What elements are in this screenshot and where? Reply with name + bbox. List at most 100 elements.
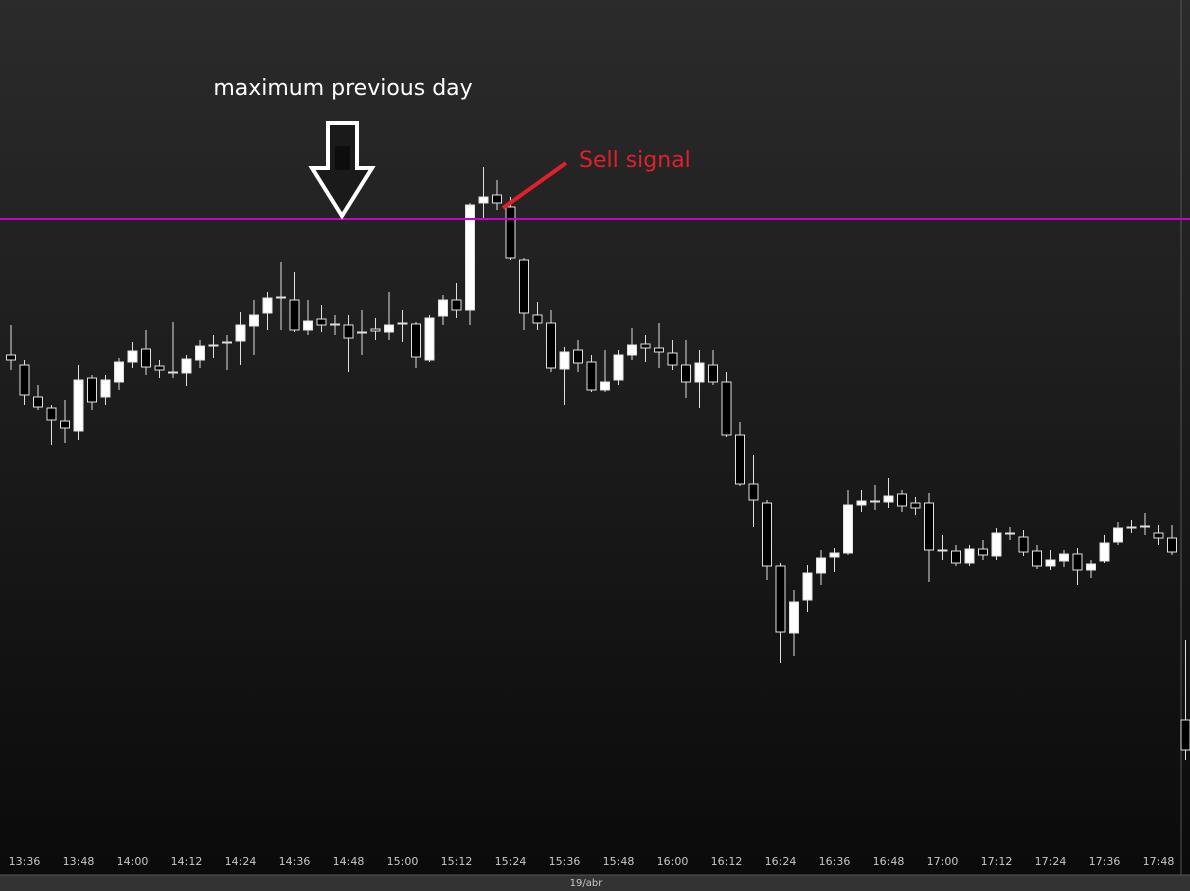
candle-body bbox=[613, 354, 624, 381]
candle-body bbox=[559, 351, 570, 370]
x-tick-label: 16:48 bbox=[873, 855, 905, 868]
candle-body bbox=[492, 194, 502, 204]
candle-body bbox=[505, 206, 516, 259]
annotation: maximum previous day bbox=[213, 76, 472, 101]
candle-body bbox=[897, 493, 907, 507]
candle-body bbox=[330, 323, 340, 326]
candle-body bbox=[708, 364, 718, 383]
arrow-shade bbox=[335, 146, 350, 170]
candle-body bbox=[87, 377, 97, 403]
candle-body bbox=[978, 548, 988, 556]
x-tick-label: 14:36 bbox=[279, 855, 311, 868]
candle-body bbox=[1180, 719, 1190, 751]
candle-body bbox=[924, 502, 934, 551]
candle-body bbox=[694, 362, 705, 383]
candle-body bbox=[114, 361, 124, 383]
x-tick-label: 15:36 bbox=[549, 855, 581, 868]
x-tick-label: 16:00 bbox=[657, 855, 689, 868]
candle-body bbox=[181, 358, 192, 374]
x-tick-label: 14:24 bbox=[225, 855, 257, 868]
candle-body bbox=[451, 299, 462, 311]
sell-pointer bbox=[501, 161, 568, 210]
candle-body bbox=[1113, 527, 1123, 543]
candle-body bbox=[762, 502, 772, 567]
candle-body bbox=[424, 317, 435, 361]
candle-body bbox=[397, 322, 408, 325]
candle-body bbox=[937, 549, 948, 552]
candle-body bbox=[478, 196, 489, 204]
candle-body bbox=[667, 352, 678, 366]
x-tick-label: 17:12 bbox=[981, 855, 1013, 868]
candle-body bbox=[357, 331, 367, 334]
candle-body bbox=[1018, 536, 1029, 553]
candle-body bbox=[829, 552, 840, 558]
candle-body bbox=[951, 550, 961, 564]
candle-body bbox=[46, 407, 57, 421]
candle-body bbox=[73, 379, 84, 432]
candle-body bbox=[33, 396, 43, 408]
x-tick-label: 16:12 bbox=[711, 855, 743, 868]
candle-body bbox=[1099, 542, 1110, 562]
candle-body bbox=[843, 504, 853, 554]
candle-body bbox=[789, 601, 799, 634]
candle-body bbox=[411, 323, 421, 358]
candle-body bbox=[316, 318, 327, 326]
candle-body bbox=[519, 259, 529, 314]
candle-body bbox=[883, 495, 894, 503]
candle-body bbox=[141, 348, 151, 368]
x-tick-label: 13:36 bbox=[9, 855, 41, 868]
candle-body bbox=[991, 532, 1002, 557]
candle-body bbox=[1140, 525, 1150, 528]
candle-body bbox=[1059, 553, 1069, 562]
x-tick-label: 14:12 bbox=[171, 855, 203, 868]
candle-body bbox=[1153, 532, 1164, 539]
candle-body bbox=[748, 483, 759, 501]
candle-body bbox=[775, 565, 786, 633]
candle-body bbox=[573, 349, 583, 364]
candle-body bbox=[654, 347, 664, 353]
candle-body bbox=[438, 299, 448, 317]
candle-body bbox=[735, 434, 745, 485]
candle-body bbox=[384, 324, 394, 333]
candle-body bbox=[370, 328, 381, 332]
x-tick-label: 15:24 bbox=[495, 855, 527, 868]
candle-body bbox=[910, 502, 921, 509]
candle-body bbox=[627, 344, 637, 356]
candle-body bbox=[1167, 537, 1177, 553]
x-tick-label: 15:48 bbox=[603, 855, 635, 868]
candle-body bbox=[154, 365, 165, 371]
date-strip bbox=[0, 875, 1190, 891]
candle-body bbox=[546, 322, 556, 369]
candle-body bbox=[600, 381, 610, 391]
candle-body bbox=[1005, 532, 1015, 535]
candle-body bbox=[964, 548, 975, 564]
candle-body bbox=[640, 343, 651, 349]
candle-body bbox=[249, 314, 259, 327]
candle-body bbox=[1032, 550, 1042, 567]
candle-body bbox=[303, 320, 313, 331]
x-tick-label: 17:36 bbox=[1089, 855, 1121, 868]
candle-body bbox=[289, 299, 300, 331]
x-tick-label: 15:12 bbox=[441, 855, 473, 868]
overlay: maximum previous day Sell signal bbox=[213, 76, 691, 220]
candle-body bbox=[681, 364, 691, 383]
candle-body bbox=[532, 314, 543, 324]
candle-body bbox=[1126, 526, 1137, 529]
candle-body bbox=[195, 345, 205, 361]
x-tick-label: 14:00 bbox=[117, 855, 149, 868]
x-tick-label: 14:48 bbox=[333, 855, 365, 868]
candle-body bbox=[262, 297, 273, 314]
x-tick-label: 16:24 bbox=[765, 855, 797, 868]
candle-body bbox=[1072, 553, 1083, 571]
candle-body bbox=[276, 296, 286, 299]
x-tick-label: 17:00 bbox=[927, 855, 959, 868]
candle-body bbox=[100, 379, 111, 398]
candle-body bbox=[1045, 559, 1056, 567]
candle-body bbox=[721, 381, 732, 436]
candle-body bbox=[208, 344, 219, 347]
x-tick-label: 13:48 bbox=[63, 855, 95, 868]
candle-body bbox=[127, 350, 138, 363]
x-tick-label: 16:36 bbox=[819, 855, 851, 868]
x-tick-label: 17:24 bbox=[1035, 855, 1067, 868]
